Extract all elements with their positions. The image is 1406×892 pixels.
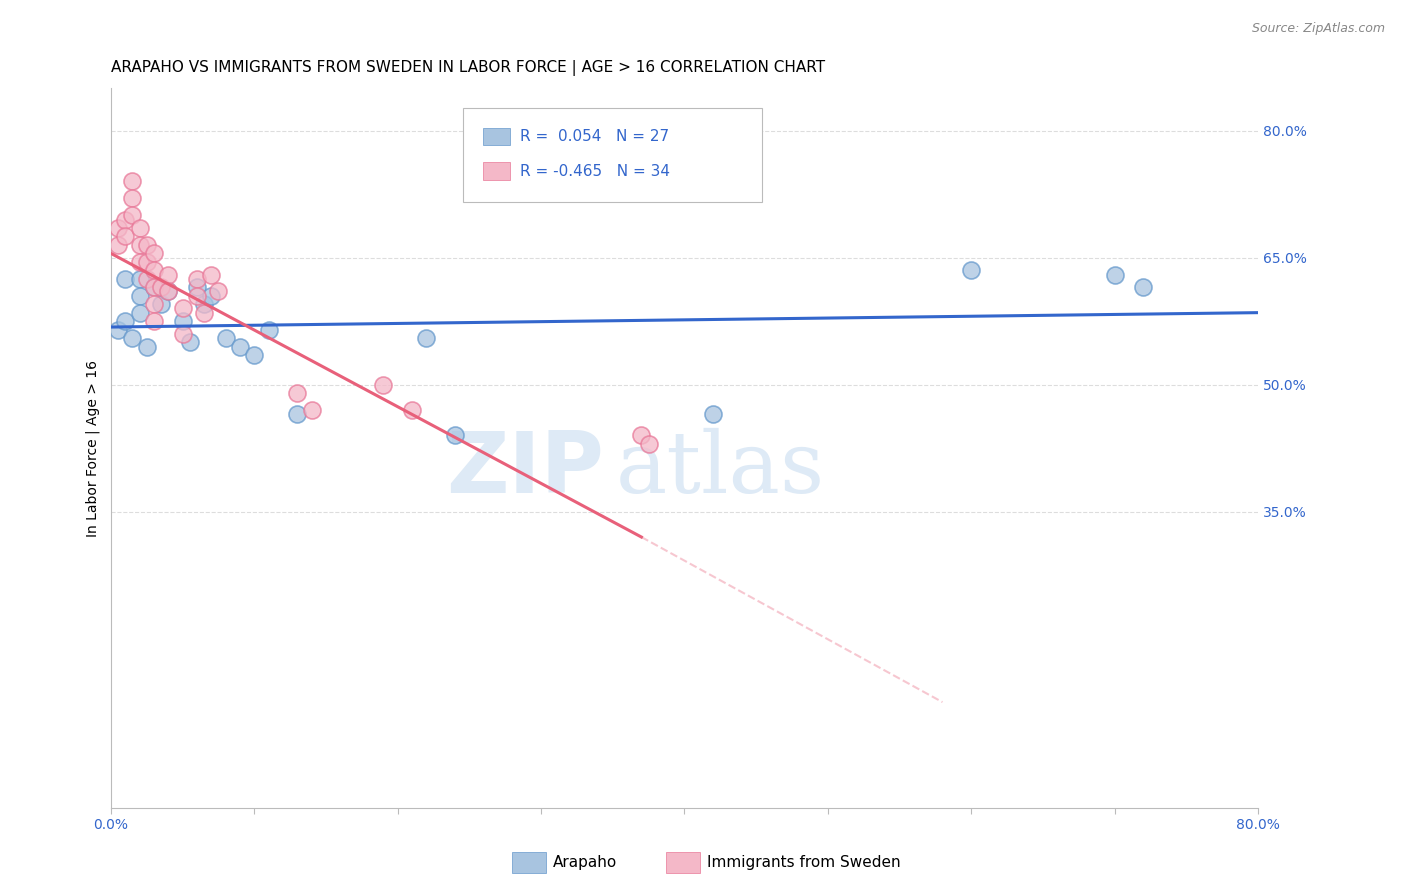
Point — [121, 174, 143, 188]
Text: Arapaho: Arapaho — [553, 855, 617, 870]
FancyBboxPatch shape — [463, 108, 762, 202]
Text: ARAPAHO VS IMMIGRANTS FROM SWEDEN IN LABOR FORCE | AGE > 16 CORRELATION CHART: ARAPAHO VS IMMIGRANTS FROM SWEDEN IN LAB… — [111, 60, 825, 76]
Point — [702, 407, 724, 421]
Point — [142, 280, 165, 294]
Text: R = -0.465   N = 34: R = -0.465 N = 34 — [520, 163, 671, 178]
Point — [960, 263, 983, 277]
Point — [285, 407, 308, 421]
Point — [107, 322, 129, 336]
Point — [401, 403, 423, 417]
Point — [257, 322, 280, 336]
Text: Source: ZipAtlas.com: Source: ZipAtlas.com — [1251, 22, 1385, 36]
Point — [128, 289, 150, 303]
Point — [142, 314, 165, 328]
Point — [229, 339, 252, 353]
Point — [243, 348, 266, 362]
Point — [186, 289, 208, 303]
Point — [114, 272, 136, 286]
Point — [128, 221, 150, 235]
Point — [121, 191, 143, 205]
Point — [179, 335, 201, 350]
Point — [157, 268, 180, 282]
Point — [200, 289, 222, 303]
Point — [193, 306, 215, 320]
Point — [200, 268, 222, 282]
Point — [415, 331, 437, 345]
Text: Immigrants from Sweden: Immigrants from Sweden — [707, 855, 901, 870]
Point — [150, 297, 173, 311]
Point — [285, 386, 308, 401]
Point — [301, 403, 323, 417]
FancyBboxPatch shape — [482, 128, 510, 145]
Point — [172, 314, 194, 328]
Text: atlas: atlas — [616, 428, 825, 511]
Point — [157, 285, 180, 299]
Point — [1132, 280, 1154, 294]
Point — [1104, 268, 1126, 282]
Point — [121, 331, 143, 345]
Point — [135, 238, 157, 252]
Point — [128, 272, 150, 286]
Point — [193, 297, 215, 311]
Point — [186, 280, 208, 294]
Point — [172, 326, 194, 341]
Y-axis label: In Labor Force | Age > 16: In Labor Force | Age > 16 — [86, 359, 100, 537]
Point — [630, 428, 652, 442]
Point — [142, 297, 165, 311]
Point — [107, 221, 129, 235]
Point — [637, 437, 659, 451]
Point — [157, 285, 180, 299]
Point — [121, 208, 143, 222]
Point — [114, 212, 136, 227]
Point — [214, 331, 236, 345]
Text: R =  0.054   N = 27: R = 0.054 N = 27 — [520, 129, 669, 144]
Point — [186, 272, 208, 286]
Point — [114, 229, 136, 244]
Point — [142, 246, 165, 260]
FancyBboxPatch shape — [482, 162, 510, 179]
Point — [135, 339, 157, 353]
Point — [172, 301, 194, 316]
Text: ZIP: ZIP — [446, 428, 605, 511]
Point — [128, 306, 150, 320]
Point — [128, 255, 150, 269]
Point — [444, 428, 467, 442]
Point — [207, 285, 229, 299]
Point — [373, 377, 395, 392]
Point — [142, 263, 165, 277]
Point — [135, 255, 157, 269]
Point — [135, 272, 157, 286]
Point — [150, 280, 173, 294]
Point — [142, 280, 165, 294]
Point — [128, 238, 150, 252]
Point — [107, 238, 129, 252]
Point — [114, 314, 136, 328]
